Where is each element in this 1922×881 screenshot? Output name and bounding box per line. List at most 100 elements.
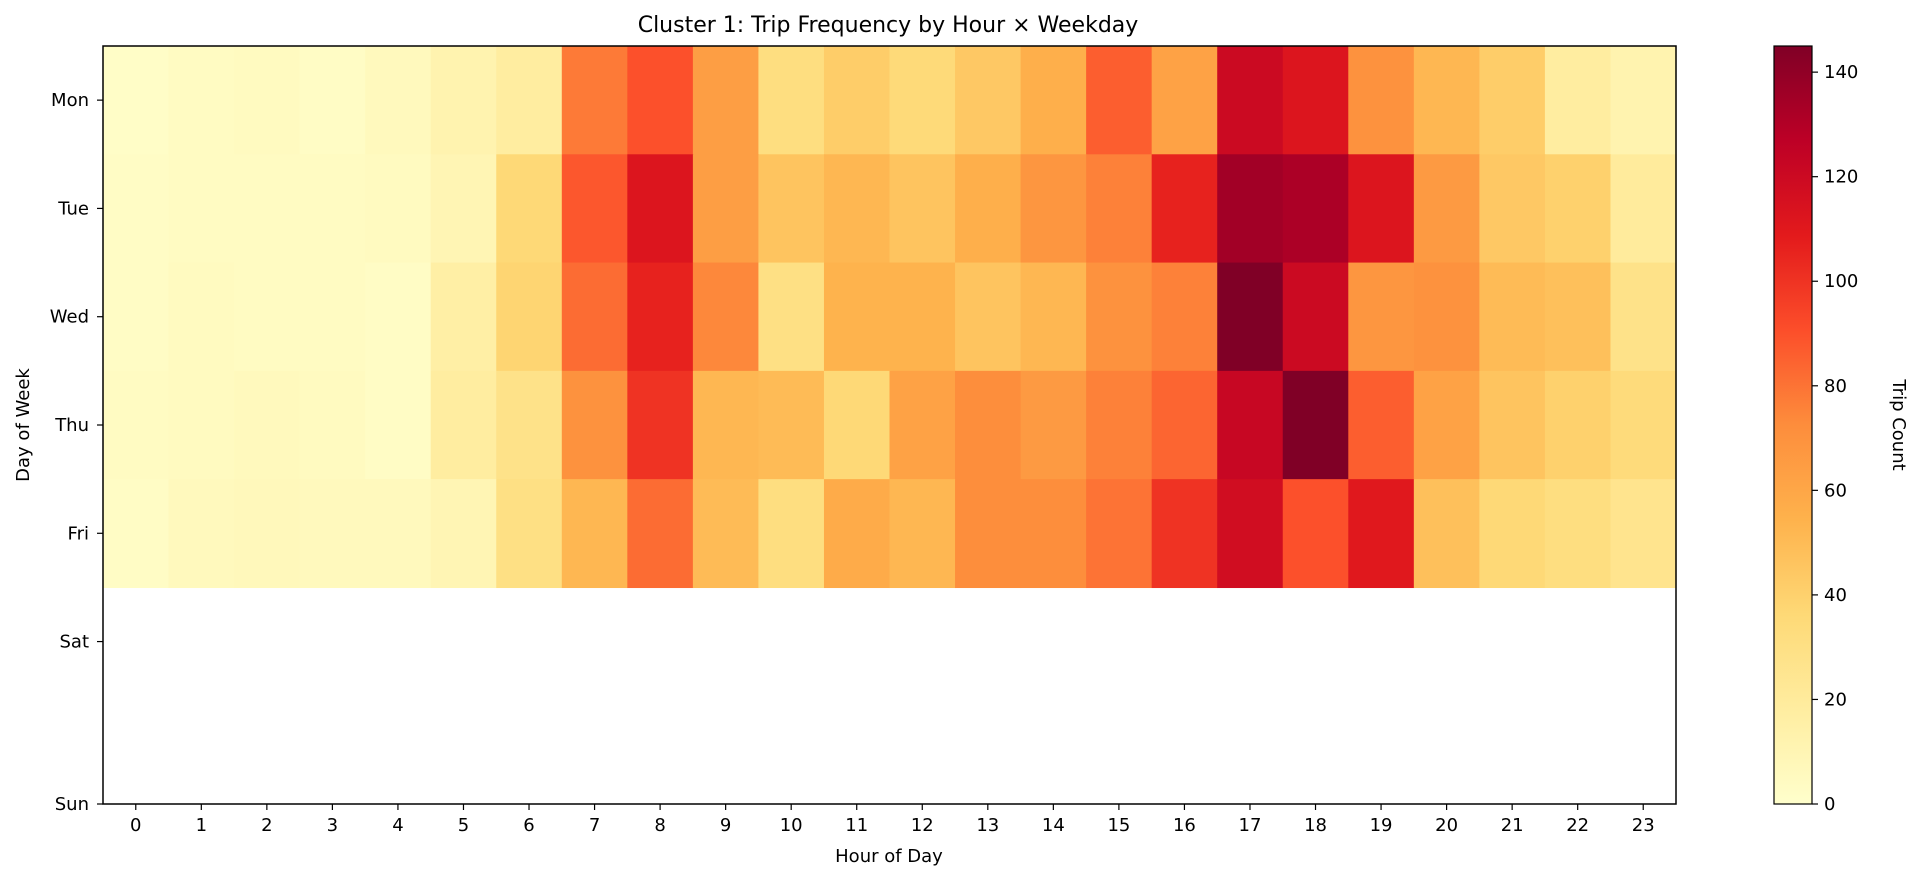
heatmap-cell (168, 154, 235, 264)
heatmap-cell (627, 154, 694, 264)
y-tick-label: Sun (55, 794, 89, 815)
heatmap-cell (234, 370, 301, 480)
heatmap-cell (1151, 262, 1218, 372)
heatmap-cell (627, 370, 694, 480)
heatmap-cell (561, 262, 628, 372)
y-axis-ticks: Mon Tue Wed Thu Fri Sat Sun (50, 90, 103, 815)
heatmap-cell (889, 370, 956, 480)
x-tick-label: 13 (976, 815, 999, 836)
heatmap-cell (1610, 370, 1677, 480)
colorbar-label: Trip Count (1888, 378, 1909, 470)
x-tick-label: 5 (458, 815, 469, 836)
heatmap-cell (823, 370, 891, 480)
heatmap-cell (1217, 46, 1284, 155)
heatmap-cell (103, 479, 170, 589)
heatmap-cell (1086, 154, 1153, 264)
heatmap-cell (561, 154, 628, 264)
heatmap-cell (1348, 370, 1415, 480)
heatmap-cell (1348, 479, 1415, 589)
x-tick-label: 11 (845, 815, 868, 836)
heatmap-cell (1348, 154, 1415, 264)
heatmap-cell (1479, 479, 1546, 589)
colorbar-tick-label: 140 (1824, 62, 1858, 83)
heatmap-cell (430, 46, 497, 155)
heatmap-cell (496, 370, 563, 480)
colorbar-tick-label: 100 (1824, 271, 1858, 292)
heatmap-cell (299, 46, 366, 155)
heatmap-cell (365, 46, 432, 155)
heatmap-cell (299, 370, 366, 480)
heatmap-cell (692, 370, 760, 480)
heatmap-cell (758, 46, 825, 155)
colorbar-frame (1773, 45, 1813, 805)
heatmap-cell (758, 479, 825, 589)
heatmap-cell (234, 46, 301, 155)
heatmap-cell (955, 479, 1022, 589)
heatmap-cell (1020, 46, 1087, 155)
heatmap-cell (103, 46, 170, 155)
heatmap-cell (1479, 154, 1546, 264)
y-tick-label: Fri (68, 523, 89, 544)
x-tick-label: 20 (1435, 815, 1458, 836)
heatmap-cell (103, 370, 170, 480)
heatmap-cell (1217, 479, 1284, 589)
x-tick-label: 17 (1239, 815, 1262, 836)
heatmap-cell (627, 479, 694, 589)
heatmap-cell (1282, 154, 1349, 264)
x-tick-label: 2 (261, 815, 272, 836)
heatmap-cell (1151, 479, 1218, 589)
colorbar-tick-label: 0 (1824, 794, 1835, 815)
heatmap-cell (1544, 262, 1612, 372)
heatmap-cell (627, 46, 694, 155)
heatmap-cell (496, 262, 563, 372)
heatmap-cell (496, 479, 563, 589)
heatmap-cell (1479, 370, 1546, 480)
heatmap-cell (1086, 46, 1153, 155)
heatmap-cell (496, 46, 563, 155)
heatmap-cell (1086, 262, 1153, 372)
colorbar-tick-label: 60 (1824, 480, 1847, 501)
heatmap-cell (365, 262, 432, 372)
x-tick-label: 3 (327, 815, 338, 836)
heatmap-cell (168, 46, 235, 155)
heatmap-cell (1217, 262, 1284, 372)
x-tick-label: 22 (1566, 815, 1589, 836)
heatmap-cell (889, 46, 956, 155)
heatmap-cell (823, 479, 891, 589)
x-tick-label: 0 (130, 815, 141, 836)
heatmap-cell (955, 262, 1022, 372)
x-tick-label: 15 (1107, 815, 1130, 836)
heatmap-cell (1348, 46, 1415, 155)
heatmap-cell (1413, 262, 1480, 372)
heatmap-cell (1544, 46, 1612, 155)
x-tick-label: 10 (780, 815, 803, 836)
colorbar-tick-label: 120 (1824, 167, 1858, 188)
heatmap-cell (430, 479, 497, 589)
heatmap-cell (627, 262, 694, 372)
x-tick-label: 16 (1173, 815, 1196, 836)
heatmap-cell (955, 370, 1022, 480)
heatmap-cell (1020, 154, 1087, 264)
y-tick-label: Thu (54, 415, 89, 436)
heatmap-cell (1020, 370, 1087, 480)
heatmap-cell (430, 154, 497, 264)
x-tick-label: 9 (720, 815, 731, 836)
heatmap-cell (1282, 479, 1349, 589)
heatmap-cell (1413, 370, 1480, 480)
heatmap-cell (1413, 46, 1480, 155)
heatmap-cell (561, 370, 628, 480)
heatmap-cell (430, 262, 497, 372)
heatmap-cell (1348, 262, 1415, 372)
x-tick-label: 19 (1370, 815, 1393, 836)
y-tick-label: Wed (50, 307, 89, 328)
heatmap-cell (1151, 370, 1218, 480)
heatmap-cell (692, 154, 760, 264)
x-tick-label: 6 (523, 815, 534, 836)
heatmap-cell (955, 46, 1022, 155)
heatmap-cell (299, 262, 366, 372)
colorbar-tick-label: 80 (1824, 376, 1847, 397)
heatmap-cell (299, 154, 366, 264)
colorbar-tick-label: 40 (1824, 585, 1847, 606)
x-tick-label: 8 (654, 815, 665, 836)
